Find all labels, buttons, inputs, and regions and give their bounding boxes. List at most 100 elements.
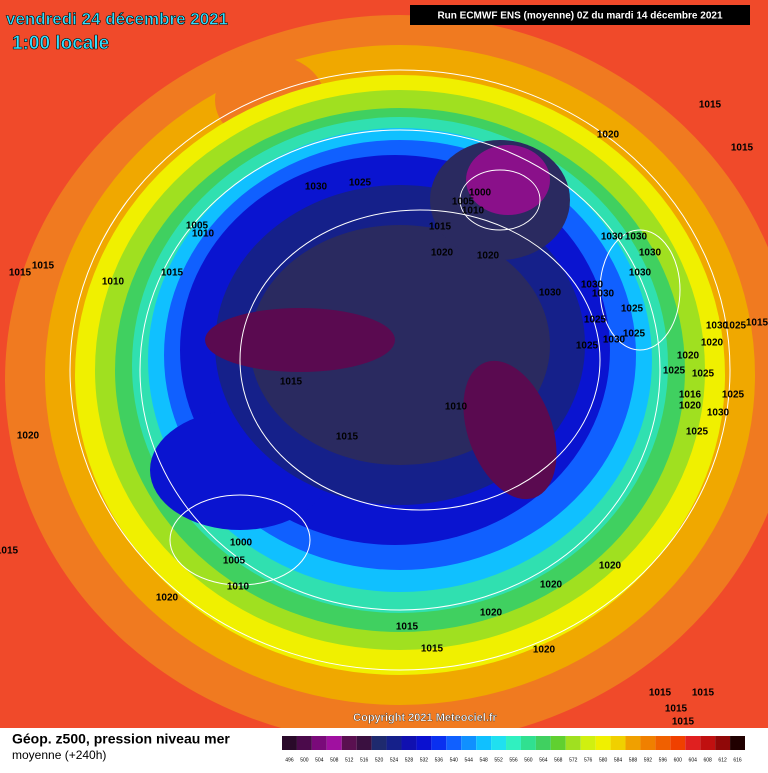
isobar-label: 1015 xyxy=(0,546,19,557)
colorbar-label: 608 xyxy=(703,757,712,763)
isobar-label: 1015 xyxy=(692,688,715,699)
colorbar-swatch xyxy=(476,736,492,750)
colorbar-swatch xyxy=(431,736,447,750)
colorbar-label: 592 xyxy=(644,757,653,763)
legend-subtitle: moyenne (+240h) xyxy=(12,748,106,762)
isobar-label: 1015 xyxy=(649,688,672,699)
isobar-label: 1025 xyxy=(584,315,607,326)
colorbar-swatch xyxy=(386,736,402,750)
isobar-label: 1000 xyxy=(230,538,253,549)
isobar-label: 1025 xyxy=(724,321,747,332)
run-box xyxy=(410,5,750,25)
isobar-label: 1030 xyxy=(639,248,662,259)
geopotential-field xyxy=(5,15,768,745)
colorbar-swatch xyxy=(610,736,626,750)
isobar-label: 1020 xyxy=(431,248,454,259)
isobar-label: 1025 xyxy=(692,369,715,380)
colorbar-swatch xyxy=(491,736,507,750)
colorbar-swatch xyxy=(550,736,566,750)
colorbar-label: 588 xyxy=(629,757,638,763)
colorbar-label: 600 xyxy=(674,757,683,763)
colorbar-label: 496 xyxy=(285,757,294,763)
isobar-label: 1020 xyxy=(599,561,622,572)
isobar-label: 1020 xyxy=(156,593,179,604)
isobar-label: 1015 xyxy=(699,100,722,111)
isobar-label: 1020 xyxy=(540,580,563,591)
isobar-label: 1020 xyxy=(677,351,700,362)
colorbar-label: 556 xyxy=(509,757,518,763)
colorbar-swatch xyxy=(461,736,477,750)
colorbar-label: 552 xyxy=(494,757,503,763)
isobar-label: 1025 xyxy=(623,329,646,340)
colorbar-label: 536 xyxy=(435,757,444,763)
isobar-label: 1020 xyxy=(597,130,620,141)
colorbar-label: 544 xyxy=(465,757,474,763)
colorbar-label: 516 xyxy=(360,757,369,763)
isobar-label: 1030 xyxy=(629,268,652,279)
colorbar-label: 504 xyxy=(315,757,324,763)
isobar-label: 1020 xyxy=(679,401,702,412)
isobar-label: 1025 xyxy=(576,341,599,352)
colorbar-swatch xyxy=(356,736,372,750)
isobar-label: 1005 xyxy=(223,556,246,567)
colorbar-swatch xyxy=(311,736,327,750)
colorbar-label: 512 xyxy=(345,757,354,763)
colorbar-swatch xyxy=(715,736,731,750)
colorbar-swatch xyxy=(341,736,357,750)
colorbar-swatch xyxy=(700,736,716,750)
colorbar-swatch xyxy=(371,736,387,750)
isobar-label: 1016 xyxy=(679,390,702,401)
colorbar-label: 596 xyxy=(659,757,668,763)
colorbar-swatch xyxy=(625,736,641,750)
colorbar-swatch xyxy=(685,736,701,750)
colorbar-label: 524 xyxy=(390,757,399,763)
isobar-label: 1025 xyxy=(663,366,686,377)
isobar-label: 1015 xyxy=(396,622,419,633)
colorbar-swatch xyxy=(506,736,521,750)
colorbar-label: 616 xyxy=(733,757,742,763)
isobar-label: 1030 xyxy=(539,288,562,299)
colorbar-label: 532 xyxy=(420,757,429,763)
isobar-label: 1015 xyxy=(672,717,695,728)
colorbar-swatch xyxy=(640,736,656,750)
isobar-label: 1030 xyxy=(592,289,615,300)
colorbar-swatch xyxy=(520,736,536,750)
isobar-label: 1020 xyxy=(480,608,503,619)
run-info: Run ECMWF ENS (moyenne) 0Z du mardi 14 d… xyxy=(437,11,723,22)
copyright: Copyright 2021 Meteociel.fr xyxy=(353,712,497,724)
colorbar-label: 604 xyxy=(689,757,698,763)
isobar-label: 1020 xyxy=(17,431,40,442)
isobar-label: 1025 xyxy=(722,390,745,401)
isobar-label: 1030 xyxy=(601,232,624,243)
colorbar-swatch xyxy=(282,736,297,750)
colorbar-swatch xyxy=(401,736,417,750)
isobar-label: 1015 xyxy=(280,377,303,388)
colorbar-label: 572 xyxy=(569,757,578,763)
colorbar-swatch xyxy=(326,736,342,750)
colorbar-swatch xyxy=(580,736,596,750)
colorbar-label: 584 xyxy=(614,757,623,763)
colorbar-label: 520 xyxy=(375,757,384,763)
colorbar-label: 560 xyxy=(524,757,533,763)
colorbar: 496 500 504 508 512 516 520 524 528 532 536 540 544 5… xyxy=(282,736,745,763)
isobar-label: 1015 xyxy=(421,644,444,655)
date-title: vendredi 24 décembre 2021 xyxy=(6,9,228,28)
colorbar-label: 540 xyxy=(450,757,459,763)
isobar-label: 1010 xyxy=(462,206,485,217)
isobar-label: 1010 xyxy=(192,229,215,240)
isobar-label: 1015 xyxy=(731,143,754,154)
isobar-label: 1030 xyxy=(707,408,730,419)
isobar-label: 1020 xyxy=(701,338,724,349)
isobar-label: 1030 xyxy=(305,182,328,193)
isobar-label: 1010 xyxy=(102,277,125,288)
colorbar-label: 568 xyxy=(554,757,563,763)
colorbar-swatch xyxy=(296,736,312,750)
isobar-label: 1030 xyxy=(581,280,604,291)
colorbar-swatch xyxy=(655,736,671,750)
isobar-label: 1030 xyxy=(706,321,729,332)
isobar-label: 1030 xyxy=(625,232,648,243)
colorbar-label: 500 xyxy=(300,757,309,763)
